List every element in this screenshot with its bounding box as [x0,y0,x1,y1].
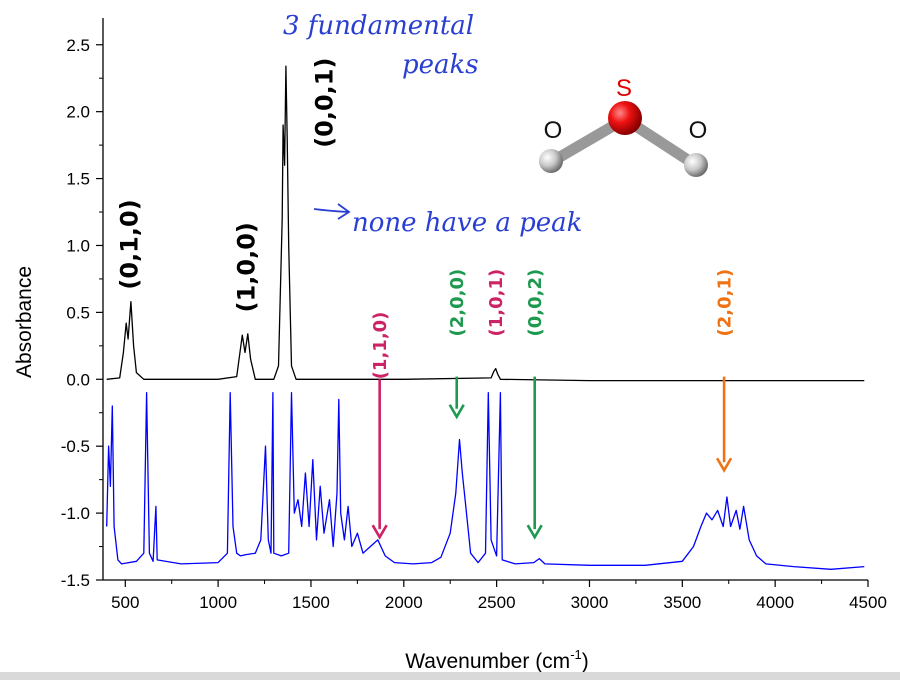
oxygen-label-left: O [544,117,563,144]
x-tick-label: 3500 [663,593,701,612]
peak-label: (1,0,1) [486,269,507,337]
peak-label: (0,0,2) [525,269,546,337]
peak-label: (0,1,0) [115,199,143,289]
peak-label: (2,0,0) [447,269,468,337]
right-oxygen-atom [684,153,708,177]
x-tick-label: 2000 [385,593,423,612]
bottom-band [0,672,900,680]
handwritten-note-peaks: peaks [402,50,479,80]
y-tick-label: -0.5 [61,437,90,456]
peak-label: (2,0,1) [714,269,735,337]
y-tick-label: -1.0 [61,504,90,523]
arrow-head-icon [371,524,388,540]
arrow-head-icon [715,457,733,473]
oxygen-label-right: O [689,117,708,144]
y-tick-label: 2.0 [66,103,90,122]
series-line-1 [106,65,865,382]
sulfur-label: S [616,75,632,102]
left-oxygen-atom [539,149,563,173]
x-tick-label: 1000 [199,593,237,612]
arrow-head-icon [526,524,543,540]
y-tick-label: 0.0 [66,370,90,389]
arrow-head-icon [448,404,465,420]
so2-molecule-diagram: S O O [539,75,708,177]
peak-labels: (0,1,0) (1,0,0) (0,0,1) (1,1,0) (2,0,0) (1,0,… [115,58,735,380]
handwritten-note-none-peak: none have a peak [352,208,582,238]
x-tick-label: 4000 [756,593,794,612]
y-tick-label: 1.5 [66,170,90,189]
x-tick-label: 3000 [571,593,609,612]
handwritten-arrow-icon [313,203,351,220]
x-tick-label: 500 [111,593,139,612]
peak-label: (1,0,0) [232,222,260,312]
sulfur-atom [608,101,642,135]
series-layer [106,65,865,570]
handwritten-note-fundamental: 3 fundamental [283,11,474,41]
y-tick-label: 0.5 [66,303,90,322]
x-tick-label: 1500 [292,593,330,612]
peak-label: (0,0,1) [310,58,338,148]
x-tick-label: 4500 [849,593,887,612]
assignment-arrows [371,376,733,540]
y-axis: -1.5 -1.0 -0.5 0.0 0.5 1.0 1.5 2.0 2.5 [61,36,103,590]
y-tick-label: -1.5 [61,571,90,590]
series-line-2 [106,392,865,570]
y-tick-label: 2.5 [66,36,90,55]
y-tick-label: 1.0 [66,236,90,255]
x-axis-title: Wavenumber (cm-1) [405,647,589,673]
peak-label: (1,1,0) [370,312,391,380]
y-axis-title: Absorbance [13,266,36,378]
x-axis: 500 1000 1500 2000 2500 3000 3500 4000 4500 [111,580,887,612]
x-tick-label: 2500 [478,593,516,612]
